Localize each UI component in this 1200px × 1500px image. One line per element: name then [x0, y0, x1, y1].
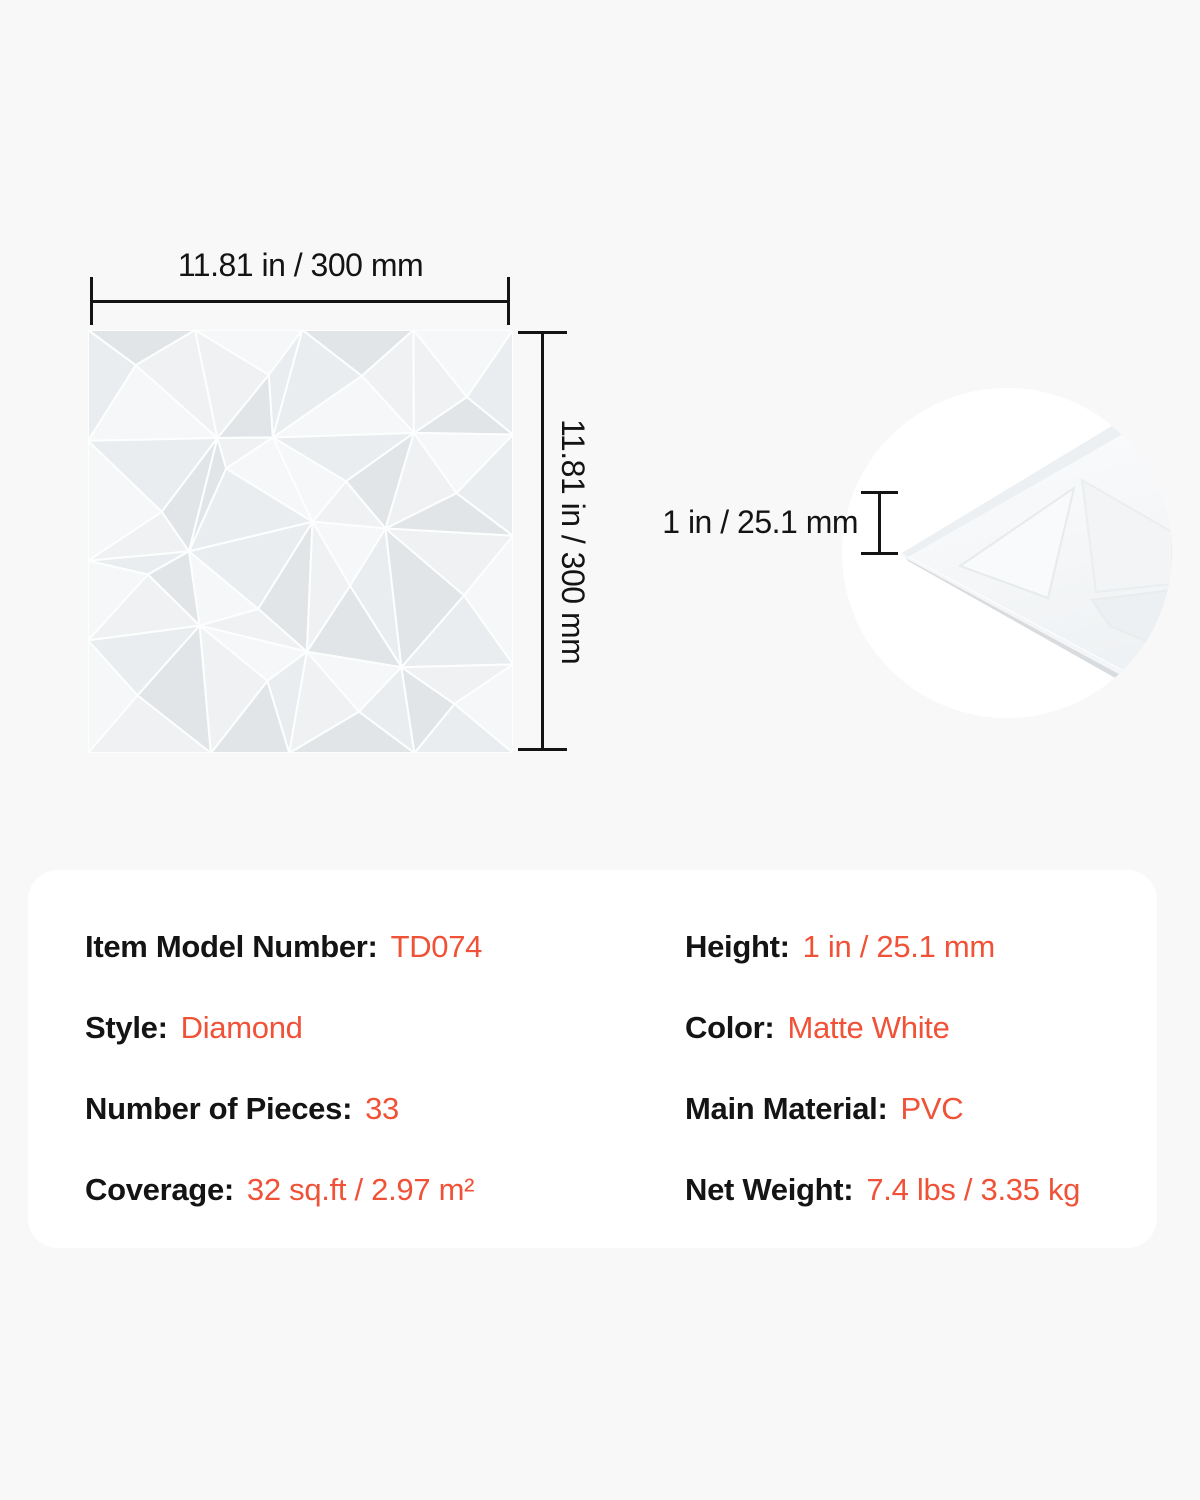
spec-item-model-number: Item Model Number: TD074: [85, 930, 685, 964]
width-dimension-line: [91, 300, 510, 303]
spec-height: Height: 1 in / 25.1 mm: [685, 930, 1157, 964]
thickness-dimension-tick-top: [861, 491, 898, 494]
spec-label: Net Weight:: [685, 1172, 854, 1207]
spec-value: TD074: [390, 929, 483, 964]
thickness-dimension-tick-bottom: [861, 552, 898, 555]
thickness-dimension-line: [878, 493, 881, 555]
spec-style: Style: Diamond: [85, 1011, 685, 1045]
spec-number-of-pieces: Number of Pieces: 33: [85, 1092, 685, 1126]
height-dimension-tick-bottom: [518, 748, 567, 751]
spec-value: Diamond: [180, 1010, 303, 1045]
width-dimension-tick-right: [507, 277, 510, 325]
spec-net-weight: Net Weight: 7.4 lbs / 3.35 kg: [685, 1173, 1157, 1207]
panel-edge-graphic: [902, 398, 1172, 710]
edge-detail-circle: [842, 388, 1172, 718]
diamond-pattern-graphic: [88, 330, 513, 753]
spec-label: Coverage:: [85, 1172, 234, 1207]
spec-coverage: Coverage: 32 sq.ft / 2.97 m²: [85, 1173, 685, 1207]
spec-value: PVC: [900, 1091, 964, 1126]
spec-label: Color:: [685, 1010, 775, 1045]
spec-color: Color: Matte White: [685, 1011, 1157, 1045]
spec-value: 32 sq.ft / 2.97 m²: [246, 1172, 475, 1207]
thickness-dimension-label: 1 in / 25.1 mm: [662, 504, 858, 540]
spec-value: 1 in / 25.1 mm: [802, 929, 996, 964]
panel-front-image: [88, 330, 513, 753]
spec-label: Height:: [685, 929, 790, 964]
spec-value: 33: [365, 1091, 399, 1126]
spec-label: Item Model Number:: [85, 929, 378, 964]
spec-card: Item Model Number: TD074 Height: 1 in / 25…: [28, 870, 1157, 1248]
spec-label: Style:: [85, 1010, 168, 1045]
height-dimension-line: [541, 332, 544, 751]
height-dimension-label: 11.81 in / 300 mm: [555, 418, 591, 665]
spec-label: Number of Pieces:: [85, 1091, 353, 1126]
width-dimension-label: 11.81 in / 300 mm: [177, 247, 424, 283]
width-dimension-tick-left: [90, 277, 93, 325]
spec-main-material: Main Material: PVC: [685, 1092, 1157, 1126]
height-dimension-tick-top: [518, 331, 567, 334]
spec-value: Matte White: [787, 1010, 950, 1045]
spec-label: Main Material:: [685, 1091, 888, 1126]
spec-value: 7.4 lbs / 3.35 kg: [866, 1172, 1081, 1207]
